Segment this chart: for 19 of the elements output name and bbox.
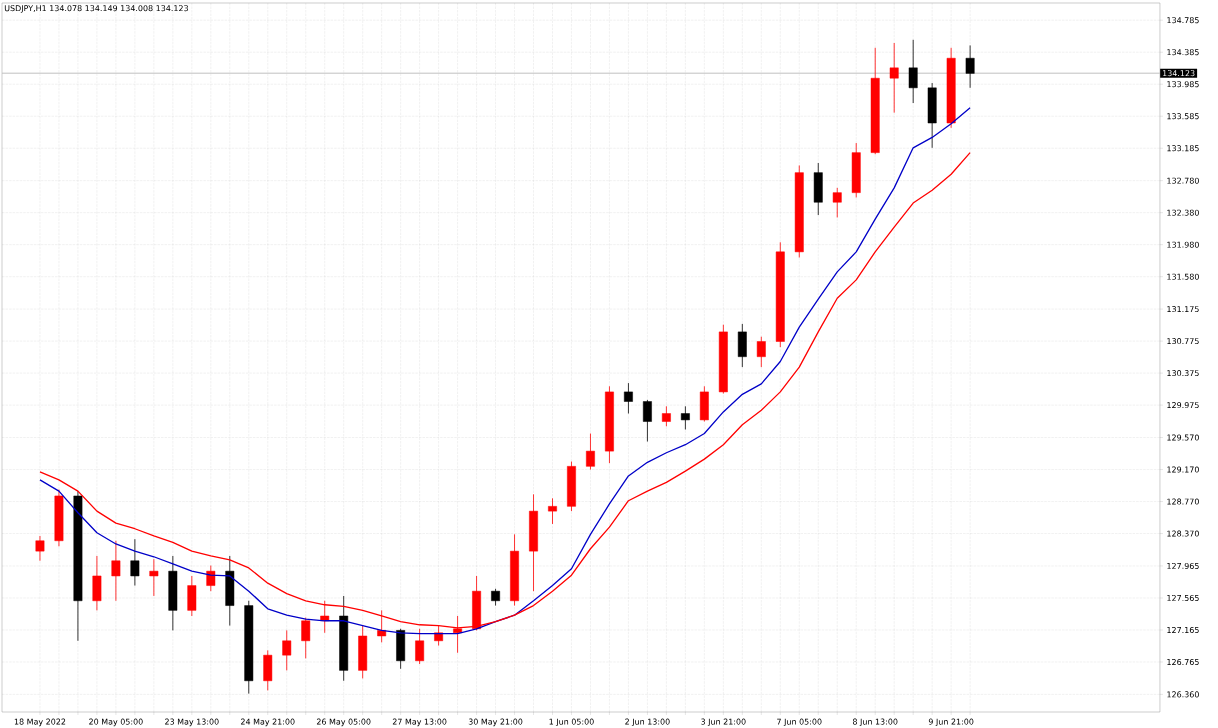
candlestick — [130, 538, 140, 586]
candlestick — [548, 497, 557, 525]
candlestick — [35, 535, 45, 562]
candlestick — [661, 405, 671, 427]
candlestick — [889, 42, 899, 114]
candlestick — [111, 540, 121, 602]
candlestick — [206, 565, 216, 592]
candlestick — [282, 629, 292, 671]
candlestick — [301, 617, 311, 659]
candlestick — [965, 45, 975, 89]
candlestick — [586, 433, 595, 470]
candlestick — [756, 336, 766, 368]
candlestick — [149, 558, 159, 597]
candlestick — [415, 628, 425, 665]
candlestick — [624, 382, 633, 414]
candlestick — [642, 399, 652, 442]
candlestick — [832, 187, 842, 218]
candlestick — [680, 405, 690, 430]
candlestick — [908, 39, 918, 104]
